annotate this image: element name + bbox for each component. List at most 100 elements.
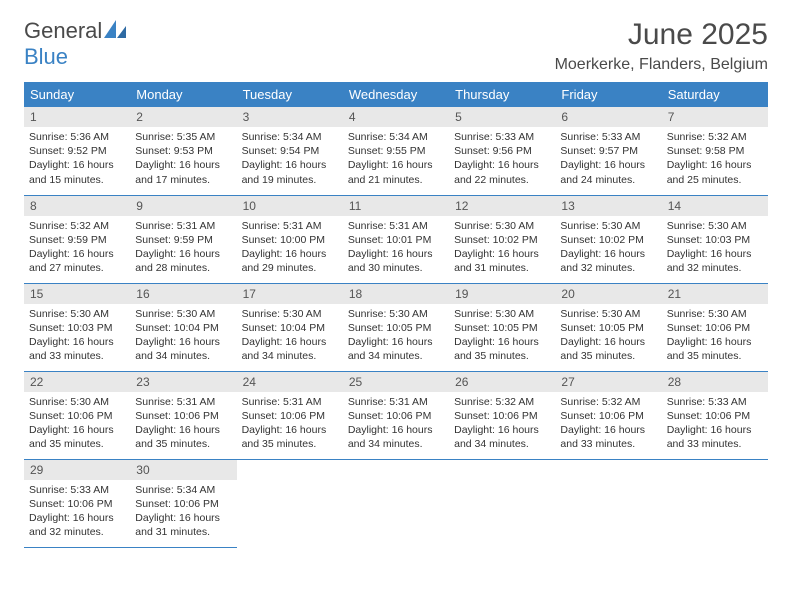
day-body: Sunrise: 5:30 AMSunset: 10:03 PMDaylight… <box>24 304 130 368</box>
logo-sail-icon <box>104 20 126 38</box>
calendar-cell: 14Sunrise: 5:30 AMSunset: 10:03 PMDaylig… <box>662 195 768 283</box>
day-body: Sunrise: 5:30 AMSunset: 10:03 PMDaylight… <box>662 216 768 280</box>
day-number: 11 <box>343 196 449 216</box>
calendar-cell: 24Sunrise: 5:31 AMSunset: 10:06 PMDaylig… <box>237 371 343 459</box>
calendar-cell: 10Sunrise: 5:31 AMSunset: 10:00 PMDaylig… <box>237 195 343 283</box>
day-number: 13 <box>555 196 661 216</box>
day-body: Sunrise: 5:33 AMSunset: 9:56 PMDaylight:… <box>449 127 555 191</box>
day-number: 16 <box>130 284 236 304</box>
weekday-header: Tuesday <box>237 82 343 107</box>
day-number: 24 <box>237 372 343 392</box>
day-number: 30 <box>130 460 236 480</box>
day-body: Sunrise: 5:30 AMSunset: 10:04 PMDaylight… <box>237 304 343 368</box>
calendar-cell: 6Sunrise: 5:33 AMSunset: 9:57 PMDaylight… <box>555 107 661 195</box>
day-body: Sunrise: 5:32 AMSunset: 9:58 PMDaylight:… <box>662 127 768 191</box>
page-title: June 2025 <box>555 18 768 52</box>
calendar-cell: 9Sunrise: 5:31 AMSunset: 9:59 PMDaylight… <box>130 195 236 283</box>
day-number: 26 <box>449 372 555 392</box>
calendar-cell: 13Sunrise: 5:30 AMSunset: 10:02 PMDaylig… <box>555 195 661 283</box>
day-body: Sunrise: 5:33 AMSunset: 10:06 PMDaylight… <box>662 392 768 456</box>
weekday-header: Sunday <box>24 82 130 107</box>
calendar-row: 1Sunrise: 5:36 AMSunset: 9:52 PMDaylight… <box>24 107 768 195</box>
day-body: Sunrise: 5:34 AMSunset: 9:55 PMDaylight:… <box>343 127 449 191</box>
day-body: Sunrise: 5:30 AMSunset: 10:04 PMDaylight… <box>130 304 236 368</box>
day-number: 21 <box>662 284 768 304</box>
day-body: Sunrise: 5:33 AMSunset: 9:57 PMDaylight:… <box>555 127 661 191</box>
day-body: Sunrise: 5:31 AMSunset: 10:00 PMDaylight… <box>237 216 343 280</box>
calendar-cell: 16Sunrise: 5:30 AMSunset: 10:04 PMDaylig… <box>130 283 236 371</box>
calendar-cell: 27Sunrise: 5:32 AMSunset: 10:06 PMDaylig… <box>555 371 661 459</box>
day-number: 3 <box>237 107 343 127</box>
day-number: 10 <box>237 196 343 216</box>
calendar-body: 1Sunrise: 5:36 AMSunset: 9:52 PMDaylight… <box>24 107 768 547</box>
day-number: 7 <box>662 107 768 127</box>
calendar-cell: 29Sunrise: 5:33 AMSunset: 10:06 PMDaylig… <box>24 459 130 547</box>
calendar-cell: 18Sunrise: 5:30 AMSunset: 10:05 PMDaylig… <box>343 283 449 371</box>
day-body: Sunrise: 5:30 AMSunset: 10:02 PMDaylight… <box>555 216 661 280</box>
calendar-table: SundayMondayTuesdayWednesdayThursdayFrid… <box>24 82 768 548</box>
weekday-header: Thursday <box>449 82 555 107</box>
day-number: 27 <box>555 372 661 392</box>
header: General Blue June 2025 Moerkerke, Flande… <box>24 18 768 74</box>
weekday-header: Saturday <box>662 82 768 107</box>
day-number: 18 <box>343 284 449 304</box>
day-body: Sunrise: 5:34 AMSunset: 10:06 PMDaylight… <box>130 480 236 544</box>
day-body: Sunrise: 5:36 AMSunset: 9:52 PMDaylight:… <box>24 127 130 191</box>
day-number: 8 <box>24 196 130 216</box>
calendar-cell: 2Sunrise: 5:35 AMSunset: 9:53 PMDaylight… <box>130 107 236 195</box>
day-number: 25 <box>343 372 449 392</box>
calendar-cell: 11Sunrise: 5:31 AMSunset: 10:01 PMDaylig… <box>343 195 449 283</box>
day-body: Sunrise: 5:31 AMSunset: 10:06 PMDaylight… <box>343 392 449 456</box>
day-number: 23 <box>130 372 236 392</box>
calendar-cell: 15Sunrise: 5:30 AMSunset: 10:03 PMDaylig… <box>24 283 130 371</box>
calendar-cell <box>343 459 449 547</box>
calendar-cell <box>662 459 768 547</box>
day-number: 28 <box>662 372 768 392</box>
calendar-cell <box>449 459 555 547</box>
logo: General Blue <box>24 18 126 70</box>
day-number: 14 <box>662 196 768 216</box>
day-body: Sunrise: 5:32 AMSunset: 10:06 PMDaylight… <box>555 392 661 456</box>
day-body: Sunrise: 5:30 AMSunset: 10:06 PMDaylight… <box>24 392 130 456</box>
calendar-cell: 7Sunrise: 5:32 AMSunset: 9:58 PMDaylight… <box>662 107 768 195</box>
calendar-cell: 8Sunrise: 5:32 AMSunset: 9:59 PMDaylight… <box>24 195 130 283</box>
logo-word-general: General <box>24 18 102 43</box>
day-body: Sunrise: 5:35 AMSunset: 9:53 PMDaylight:… <box>130 127 236 191</box>
day-number: 12 <box>449 196 555 216</box>
day-number: 15 <box>24 284 130 304</box>
day-number: 9 <box>130 196 236 216</box>
calendar-row: 15Sunrise: 5:30 AMSunset: 10:03 PMDaylig… <box>24 283 768 371</box>
logo-word-blue: Blue <box>24 44 68 69</box>
day-number: 20 <box>555 284 661 304</box>
calendar-cell: 23Sunrise: 5:31 AMSunset: 10:06 PMDaylig… <box>130 371 236 459</box>
weekday-header: Wednesday <box>343 82 449 107</box>
calendar-row: 22Sunrise: 5:30 AMSunset: 10:06 PMDaylig… <box>24 371 768 459</box>
calendar-cell: 30Sunrise: 5:34 AMSunset: 10:06 PMDaylig… <box>130 459 236 547</box>
title-block: June 2025 Moerkerke, Flanders, Belgium <box>555 18 768 74</box>
day-body: Sunrise: 5:34 AMSunset: 9:54 PMDaylight:… <box>237 127 343 191</box>
calendar-cell: 3Sunrise: 5:34 AMSunset: 9:54 PMDaylight… <box>237 107 343 195</box>
day-body: Sunrise: 5:31 AMSunset: 10:01 PMDaylight… <box>343 216 449 280</box>
day-body: Sunrise: 5:30 AMSunset: 10:05 PMDaylight… <box>449 304 555 368</box>
day-number: 19 <box>449 284 555 304</box>
day-number: 2 <box>130 107 236 127</box>
weekday-header: Friday <box>555 82 661 107</box>
calendar-cell: 5Sunrise: 5:33 AMSunset: 9:56 PMDaylight… <box>449 107 555 195</box>
calendar-cell <box>237 459 343 547</box>
day-body: Sunrise: 5:32 AMSunset: 10:06 PMDaylight… <box>449 392 555 456</box>
day-body: Sunrise: 5:31 AMSunset: 10:06 PMDaylight… <box>237 392 343 456</box>
calendar-cell: 28Sunrise: 5:33 AMSunset: 10:06 PMDaylig… <box>662 371 768 459</box>
calendar-head: SundayMondayTuesdayWednesdayThursdayFrid… <box>24 82 768 107</box>
day-body: Sunrise: 5:33 AMSunset: 10:06 PMDaylight… <box>24 480 130 544</box>
calendar-cell: 4Sunrise: 5:34 AMSunset: 9:55 PMDaylight… <box>343 107 449 195</box>
day-number: 29 <box>24 460 130 480</box>
calendar-cell: 19Sunrise: 5:30 AMSunset: 10:05 PMDaylig… <box>449 283 555 371</box>
calendar-cell: 21Sunrise: 5:30 AMSunset: 10:06 PMDaylig… <box>662 283 768 371</box>
day-number: 1 <box>24 107 130 127</box>
day-number: 4 <box>343 107 449 127</box>
logo-text: General Blue <box>24 18 126 70</box>
day-body: Sunrise: 5:31 AMSunset: 9:59 PMDaylight:… <box>130 216 236 280</box>
day-number: 17 <box>237 284 343 304</box>
day-number: 22 <box>24 372 130 392</box>
calendar-cell: 22Sunrise: 5:30 AMSunset: 10:06 PMDaylig… <box>24 371 130 459</box>
